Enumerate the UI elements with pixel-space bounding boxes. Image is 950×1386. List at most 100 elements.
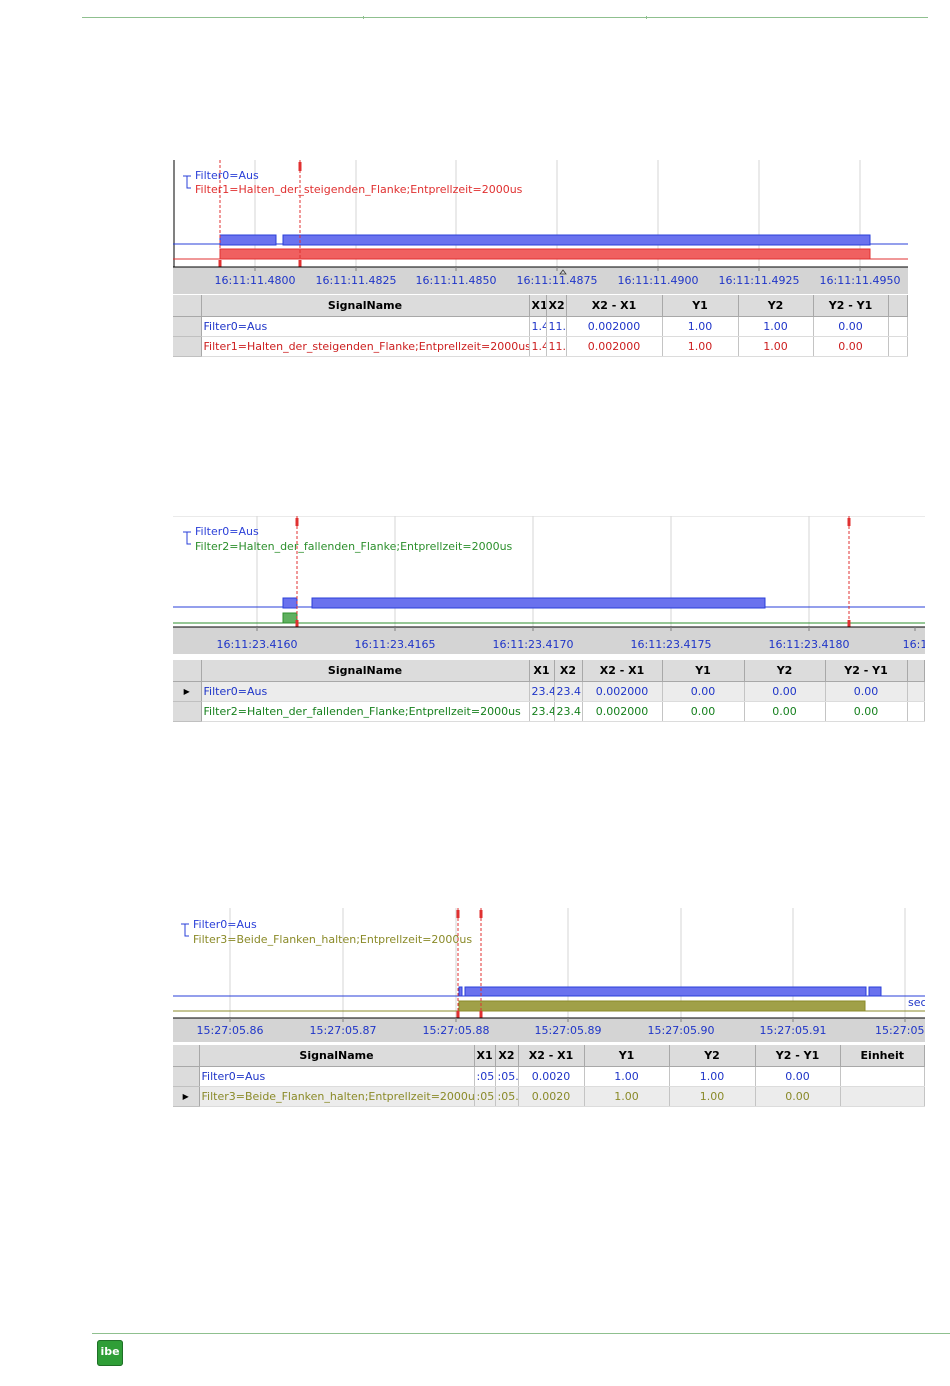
column-header-x2[interactable]: X2: [546, 295, 567, 317]
cell-signalname: Filter1=Halten_der_steigenden_Flanke;Ent…: [201, 336, 530, 357]
row-selector[interactable]: [173, 701, 202, 722]
column-header-einheit[interactable]: Einheit: [840, 1045, 925, 1067]
cell-y2: 0.00: [744, 681, 826, 702]
axis-tick-label: 15:27:05.87: [310, 1024, 377, 1037]
cursor-x1[interactable]: [218, 160, 222, 267]
cell-y2: 1.00: [738, 336, 814, 357]
axis-tick-label: 16:11:23.4175: [631, 638, 712, 651]
cell-x2: :05.: [495, 1066, 519, 1087]
signal-pulse-filter2: [282, 612, 298, 624]
cell-x1: 1.4: [529, 336, 547, 357]
cell-y2-y1: 0.00: [813, 316, 889, 337]
time-axis-2: [173, 627, 925, 654]
cell-x1: :05.: [474, 1066, 496, 1087]
column-header-signalname[interactable]: SignalName: [201, 660, 530, 682]
trend-panel-2: Filter0=Aus Filter2=Halten_der_fallenden…: [173, 516, 925, 726]
column-header-y1[interactable]: Y1: [584, 1045, 670, 1067]
signal-plot-2[interactable]: Filter0=Aus Filter2=Halten_der_fallenden…: [173, 516, 925, 654]
signal-pulse-filter3: [458, 1000, 866, 1012]
axis-marker-icon: [559, 269, 567, 275]
legend-item-filter0: Filter0=Aus: [195, 525, 259, 538]
signal-pulse-filter0: [282, 234, 871, 246]
cell-y2-y1: 0.00: [755, 1066, 841, 1087]
cell-signalname: Filter0=Aus: [199, 1066, 475, 1087]
column-header-x2[interactable]: X2: [554, 660, 583, 682]
axis-tick-label: 16:11:11.4825: [316, 274, 397, 287]
column-header-filler: [888, 295, 908, 317]
column-header-y2[interactable]: Y2: [669, 1045, 756, 1067]
cell-x2: :05.: [495, 1086, 519, 1107]
table-row[interactable]: Filter0=Aus :05. :05. 0.0020 1.00 1.00 0…: [173, 1066, 925, 1087]
column-header-y1[interactable]: Y1: [662, 295, 739, 317]
axis-tick-label: 16:11:23.4180: [769, 638, 850, 651]
cell-y1: 0.00: [662, 681, 745, 702]
ibe-logo: ibe: [97, 1340, 123, 1366]
table-row[interactable]: ▶ Filter3=Beide_Flanken_halten;Entprellz…: [173, 1086, 925, 1107]
cell-y2-y1: 0.00: [813, 336, 889, 357]
row-selector[interactable]: [173, 1066, 200, 1087]
axis-tick-label: 16:11:23.4170: [493, 638, 574, 651]
signal-plot-1[interactable]: Filter0=Aus Filter1=Halten_der_steigende…: [173, 160, 908, 294]
legend-item-filter0: Filter0=Aus: [193, 918, 257, 931]
table-row[interactable]: ▶ Filter0=Aus 23.4 23.41 0.002000 0.00 0…: [173, 681, 925, 702]
table-header-row: SignalName X1 X2 X2 - X1 Y1 Y2 Y2 - Y1: [173, 295, 908, 317]
cursor-x1[interactable]: [456, 908, 460, 1018]
column-header-y2-y1[interactable]: Y2 - Y1: [825, 660, 908, 682]
row-selector-arrow-icon[interactable]: ▶: [173, 681, 202, 702]
cell-y2-y1: 0.00: [755, 1086, 841, 1107]
column-header-y2-y1[interactable]: Y2 - Y1: [813, 295, 889, 317]
column-header-x2-x1[interactable]: X2 - X1: [566, 295, 663, 317]
axis-tick-label: 16:11:11.4875: [517, 274, 598, 287]
cell-filler: [907, 681, 925, 702]
cell-filler: [907, 701, 925, 722]
column-header-x1[interactable]: X1: [474, 1045, 496, 1067]
column-header-signalname[interactable]: SignalName: [201, 295, 530, 317]
axis-tick-label: 16:11:11.4850: [416, 274, 497, 287]
footer-rule: [92, 1333, 950, 1334]
cell-x1: 1.4: [529, 316, 547, 337]
cursor-x2[interactable]: [847, 516, 851, 627]
column-header-y2[interactable]: Y2: [738, 295, 814, 317]
signal-plot-3[interactable]: Filter0=Aus Filter3=Beide_Flanken_halten…: [173, 908, 925, 1042]
axis-tick-label: 15:27:05.86: [197, 1024, 264, 1037]
cell-x2: 23.41: [554, 681, 583, 702]
table-row[interactable]: Filter2=Halten_der_fallenden_Flanke;Entp…: [173, 701, 925, 722]
cell-x2-x1: 0.002000: [582, 701, 663, 722]
cell-y2-y1: 0.00: [825, 701, 908, 722]
axis-tick-label: 16:11:23.4160: [217, 638, 298, 651]
table-row[interactable]: Filter1=Halten_der_steigenden_Flanke;Ent…: [173, 336, 908, 357]
axis-tick-label: 15:27:05.90: [648, 1024, 715, 1037]
cell-y2: 1.00: [669, 1086, 756, 1107]
cell-signalname: Filter2=Halten_der_fallenden_Flanke;Entp…: [201, 701, 530, 722]
cursor-x2[interactable]: [479, 908, 483, 1018]
table-row[interactable]: Filter0=Aus 1.4 11.4 0.002000 1.00 1.00 …: [173, 316, 908, 337]
table-header-row: SignalName X1 X2 X2 - X1 Y1 Y2 Y2 - Y1 E…: [173, 1045, 925, 1067]
signal-pulse-filter0: [868, 986, 882, 997]
column-header-x2-x1[interactable]: X2 - X1: [582, 660, 663, 682]
axis-tick-label: 16:11:23.4165: [355, 638, 436, 651]
row-selector[interactable]: [173, 336, 202, 357]
column-header-x1[interactable]: X1: [529, 295, 547, 317]
column-header-x2[interactable]: X2: [495, 1045, 519, 1067]
cursor-x2[interactable]: [298, 160, 302, 267]
table-header-row: SignalName X1 X2 X2 - X1 Y1 Y2 Y2 - Y1: [173, 660, 925, 682]
axis-tick-label: 15:27:05.91: [760, 1024, 827, 1037]
cell-y1: 0.00: [662, 701, 745, 722]
signal-pulse-filter0: [458, 986, 463, 997]
legend-bracket-icon: [181, 923, 189, 937]
row-selector[interactable]: [173, 316, 202, 337]
cell-x2-x1: 0.002000: [566, 316, 663, 337]
cell-signalname: Filter0=Aus: [201, 316, 530, 337]
column-header-y2[interactable]: Y2: [744, 660, 826, 682]
row-selector-arrow-icon[interactable]: ▶: [173, 1086, 200, 1107]
row-selector-header: [173, 660, 202, 682]
column-header-x2-x1[interactable]: X2 - X1: [518, 1045, 585, 1067]
column-header-y2-y1[interactable]: Y2 - Y1: [755, 1045, 841, 1067]
axis-tick-label: 16:11:11.4950: [820, 274, 901, 287]
legend-bracket-icon: [183, 531, 191, 545]
cell-y2-y1: 0.00: [825, 681, 908, 702]
column-header-x1[interactable]: X1: [529, 660, 555, 682]
column-header-signalname[interactable]: SignalName: [199, 1045, 475, 1067]
column-header-y1[interactable]: Y1: [662, 660, 745, 682]
cursor-x1[interactable]: [295, 516, 299, 627]
